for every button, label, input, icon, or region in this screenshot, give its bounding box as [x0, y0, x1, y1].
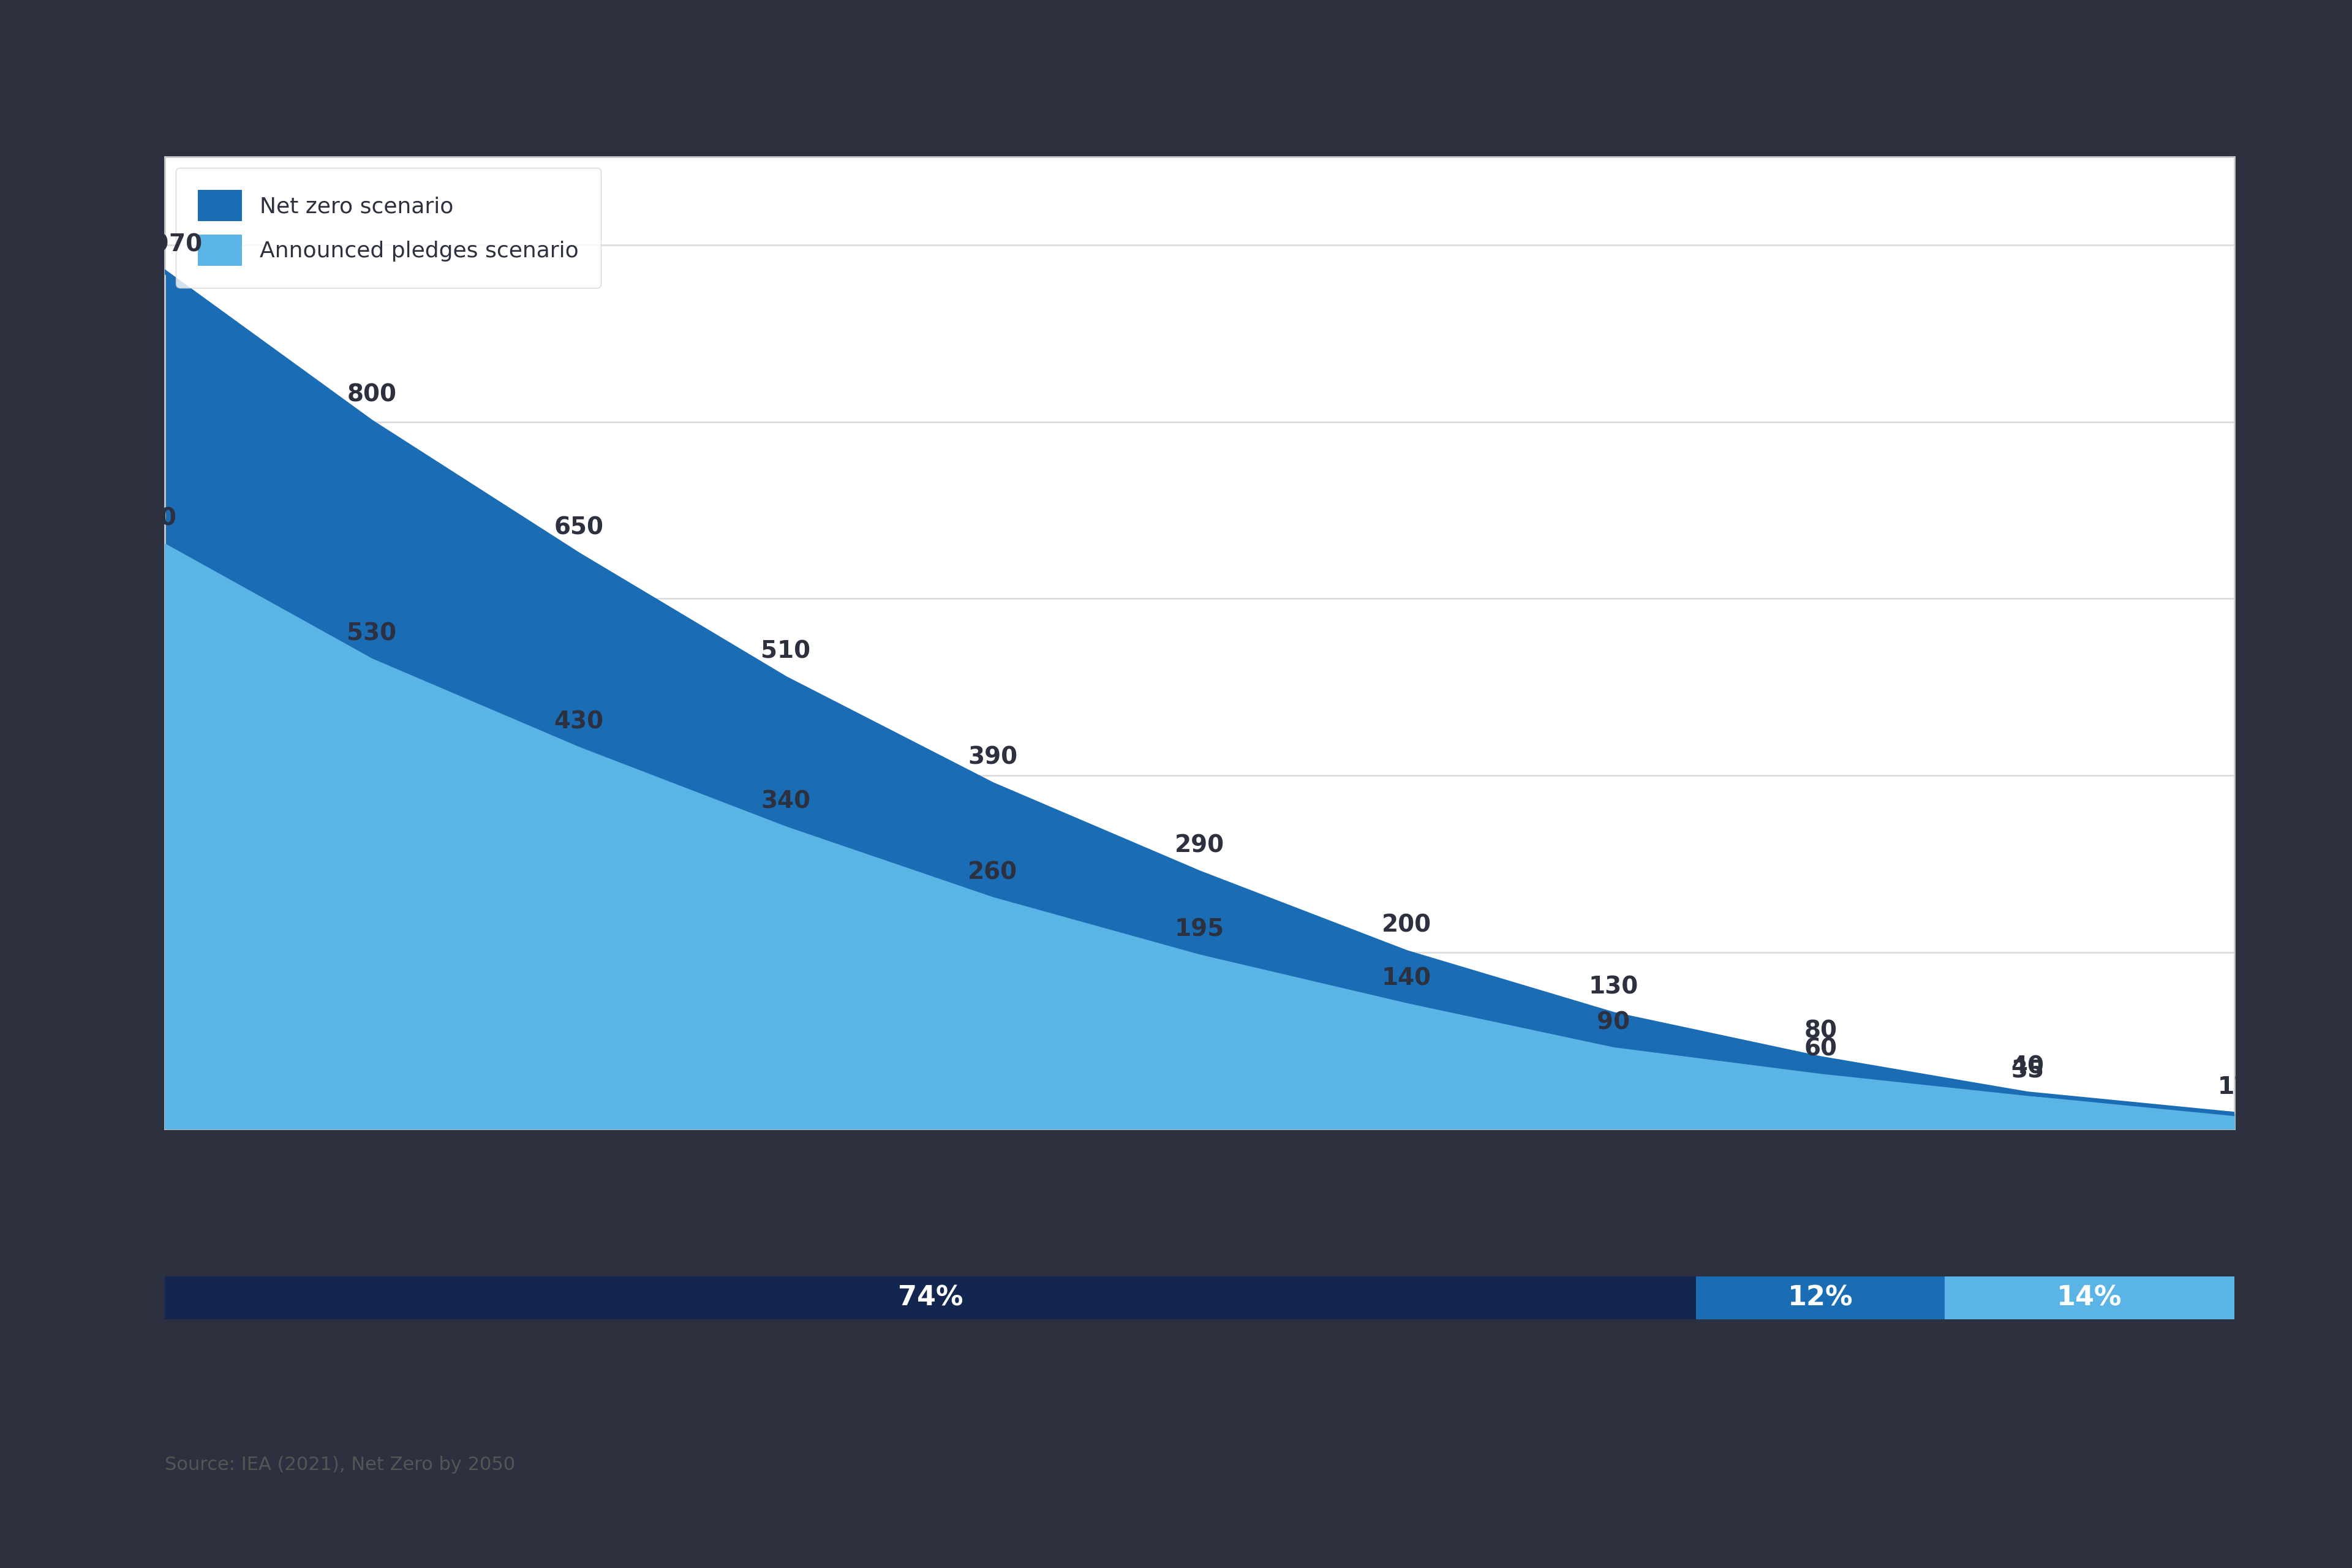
- Text: 390: 390: [967, 746, 1018, 768]
- Text: 74%: 74%: [898, 1284, 962, 1311]
- Text: 140: 140: [1381, 966, 1432, 989]
- Bar: [165, 1276, 1696, 1320]
- Text: China: China: [901, 1330, 960, 1350]
- Text: 650: 650: [553, 516, 604, 539]
- Text: 510: 510: [760, 640, 811, 663]
- Text: 12%: 12%: [1788, 1284, 1853, 1311]
- Text: 80: 80: [1804, 1019, 1837, 1043]
- Text: 17: 17: [2218, 1076, 2251, 1099]
- Text: 430: 430: [553, 710, 604, 734]
- Legend: Net zero scenario, Announced pledges scenario: Net zero scenario, Announced pledges sce…: [176, 168, 600, 289]
- Text: 17: 17: [2218, 1076, 2251, 1099]
- Text: United States: United States: [1752, 1330, 1889, 1350]
- Text: 90: 90: [1597, 1011, 1630, 1035]
- Text: 60: 60: [1804, 1038, 1837, 1060]
- Text: Global battery storage energy capacity (GWh, 2020-30): Global battery storage energy capacity (…: [165, 94, 1284, 129]
- Text: 35: 35: [2011, 1060, 2044, 1083]
- Text: 340: 340: [760, 790, 811, 814]
- Text: 800: 800: [346, 383, 397, 406]
- Bar: [1945, 1276, 2234, 1320]
- Text: 130: 130: [1588, 975, 1639, 999]
- Bar: [1696, 1276, 1945, 1320]
- Text: 530: 530: [346, 622, 397, 646]
- Text: 200: 200: [1381, 914, 1432, 938]
- Text: 40: 40: [2011, 1055, 2044, 1079]
- Text: 290: 290: [1174, 834, 1225, 858]
- Text: Source: IEA (2021), Net Zero by 2050: Source: IEA (2021), Net Zero by 2050: [165, 1457, 515, 1474]
- Text: 14%: 14%: [2058, 1284, 2122, 1311]
- Text: 195: 195: [1174, 917, 1225, 941]
- Text: 260: 260: [967, 861, 1018, 884]
- Text: Europe: Europe: [2053, 1330, 2126, 1350]
- Text: 970: 970: [153, 234, 202, 257]
- Text: 660: 660: [127, 506, 176, 530]
